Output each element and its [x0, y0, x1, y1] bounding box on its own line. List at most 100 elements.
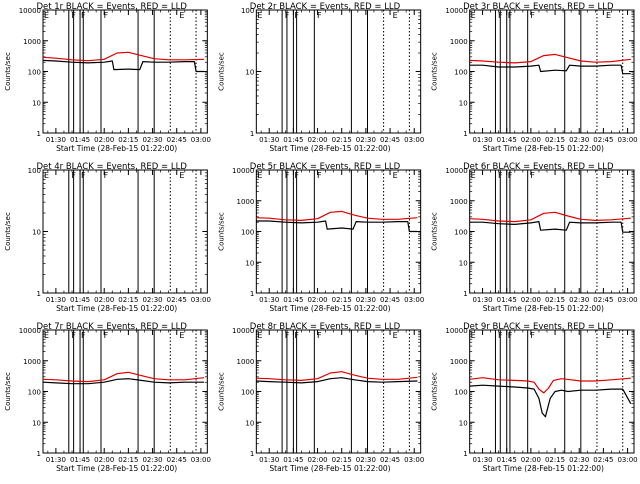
x-axis-label: Start Time (28-Feb-15 01:22:00) — [483, 304, 604, 313]
y-tick-label: 1 — [250, 450, 254, 458]
x-tick-label: 02:00 — [94, 136, 114, 144]
y-tick-label: 1 — [37, 290, 41, 298]
y-tick-label: 100 — [454, 389, 467, 397]
flag-label: F — [81, 331, 86, 340]
detector-panel-1: Det 1r BLACK = Events, RED = LLD 1 10 100 10… — [4, 2, 211, 153]
x-tick-label: 02:45 — [167, 296, 187, 304]
plot-frame — [255, 9, 422, 134]
y-tick-label: 1 — [250, 290, 254, 298]
flag-label: F — [104, 171, 109, 180]
y-tick-label: 10000 — [445, 327, 467, 335]
flag-label: E — [606, 331, 611, 340]
flag-label: F — [81, 171, 86, 180]
plot-frame — [255, 329, 422, 454]
x-axis-label: Start Time (28-Feb-15 01:22:00) — [269, 304, 390, 313]
flag-label: F — [71, 171, 76, 180]
plot-frame — [255, 169, 422, 294]
plot-frame — [42, 9, 208, 134]
panel-title: Det 8r BLACK = Events, RED = LLD — [250, 322, 401, 332]
flag-label: F — [294, 331, 299, 340]
flag-label: F — [81, 11, 86, 20]
x-tick-label: 02:30 — [356, 456, 376, 464]
flag-label: E — [393, 331, 398, 340]
x-tick-label: 01:45 — [70, 296, 90, 304]
series-lld-line — [469, 377, 631, 394]
y-tick-label: 1 — [37, 450, 41, 458]
flag-label: E — [44, 11, 49, 20]
series-lld-line — [256, 371, 418, 381]
series-lld-line — [42, 51, 205, 62]
series-lld-line — [42, 371, 205, 383]
flag-label: F — [285, 331, 290, 340]
x-axis-label: Start Time (28-Feb-15 01:22:00) — [56, 144, 177, 153]
x-tick-label: 02:30 — [142, 136, 162, 144]
flag-label: E — [471, 331, 476, 340]
y-tick-label: 100 — [454, 229, 467, 237]
x-tick-label: 02:15 — [118, 136, 138, 144]
y-tick-label: 10 — [245, 419, 254, 427]
y-tick-label: 10000 — [445, 167, 467, 175]
detector-panel-6: Det 6r BLACK = Events, RED = LLD 1 10 100 10… — [431, 162, 638, 313]
y-tick-label: 10 — [32, 99, 41, 107]
y-axis-label: Counts/sec — [217, 372, 225, 411]
x-tick-label: 01:30 — [472, 456, 492, 464]
x-tick-label: 01:45 — [283, 456, 303, 464]
x-tick-label: 02:15 — [545, 456, 565, 464]
x-tick-label: 01:30 — [472, 136, 492, 144]
flag-label: F — [530, 331, 535, 340]
x-tick-label: 03:00 — [191, 136, 211, 144]
y-tick-label: 10 — [245, 259, 254, 267]
y-tick-label: 10000 — [445, 7, 467, 15]
x-tick-label: 02:45 — [380, 136, 400, 144]
x-tick-label: 02:15 — [118, 456, 138, 464]
flag-label: E — [606, 171, 611, 180]
flag-label: F — [317, 171, 322, 180]
flag-label: F — [294, 171, 299, 180]
flag-label: F — [498, 171, 503, 180]
flag-label: F — [285, 11, 290, 20]
x-tick-label: 02:30 — [356, 296, 376, 304]
y-tick-label: 100 — [28, 69, 41, 77]
x-tick-label: 02:15 — [118, 296, 138, 304]
plot-frame — [469, 329, 635, 454]
x-tick-label: 03:00 — [617, 136, 637, 144]
y-tick-label: 1000 — [23, 358, 41, 366]
detector-panel-5: Det 5r BLACK = Events, RED = LLD 1 10 100 10… — [217, 162, 424, 313]
panel-title: Det 6r BLACK = Events, RED = LLD — [463, 162, 614, 172]
x-tick-label: 01:45 — [283, 296, 303, 304]
y-tick-label: 100 — [28, 167, 41, 175]
x-tick-label: 03:00 — [617, 296, 637, 304]
flag-label: F — [285, 171, 290, 180]
x-tick-label: 02:45 — [167, 136, 187, 144]
y-tick-label: 10000 — [19, 327, 41, 335]
x-tick-label: 02:00 — [307, 456, 327, 464]
plot-frame — [42, 169, 208, 294]
y-tick-label: 10000 — [232, 327, 254, 335]
x-axis-label: Start Time (28-Feb-15 01:22:00) — [269, 144, 390, 153]
y-axis-label: Counts/sec — [217, 212, 225, 251]
flag-label: F — [104, 11, 109, 20]
panel-title: Det 5r BLACK = Events, RED = LLD — [250, 162, 401, 172]
series-lld-line — [469, 53, 631, 64]
x-tick-label: 02:30 — [569, 136, 589, 144]
flag-label: E — [393, 11, 398, 20]
y-tick-label: 1000 — [237, 358, 255, 366]
y-tick-label: 1 — [463, 450, 467, 458]
flag-label: E — [179, 171, 184, 180]
flag-label: F — [317, 331, 322, 340]
flag-label: E — [606, 11, 611, 20]
panel-title: Det 4r BLACK = Events, RED = LLD — [36, 162, 187, 172]
y-tick-label: 1000 — [237, 198, 255, 206]
y-tick-label: 10 — [459, 99, 468, 107]
flag-label: F — [71, 331, 76, 340]
x-tick-label: 02:00 — [307, 296, 327, 304]
x-tick-label: 02:15 — [332, 456, 352, 464]
y-tick-label: 1 — [250, 130, 254, 138]
panel-title: Det 1r BLACK = Events, RED = LLD — [36, 2, 187, 12]
y-axis-label: Counts/sec — [431, 52, 439, 91]
x-tick-label: 02:15 — [332, 136, 352, 144]
x-tick-label: 01:45 — [70, 456, 90, 464]
x-axis-label: Start Time (28-Feb-15 01:22:00) — [483, 144, 604, 153]
